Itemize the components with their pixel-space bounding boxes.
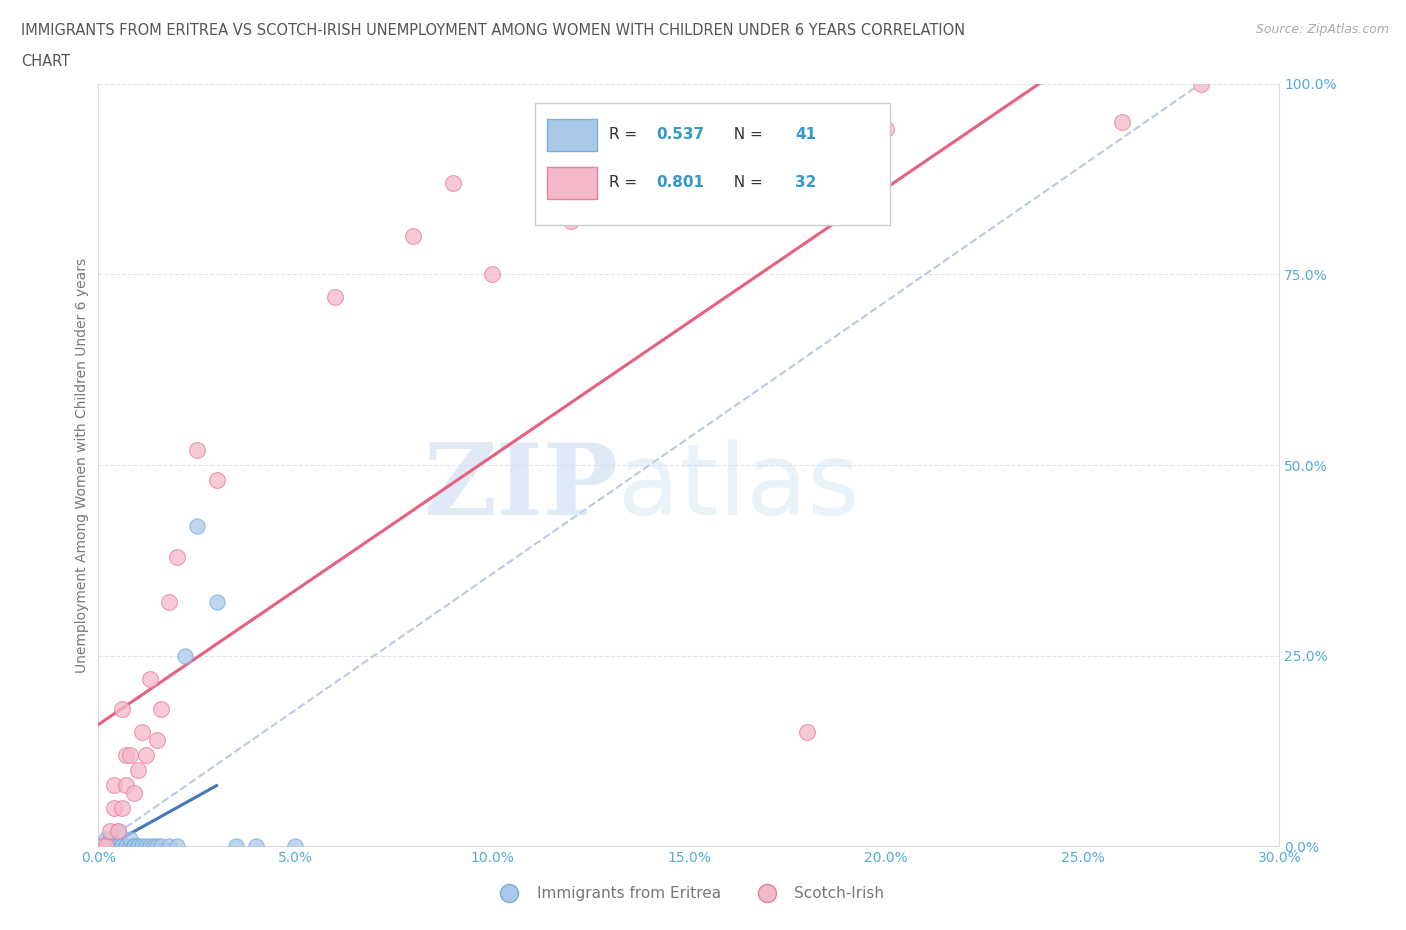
Point xyxy=(135,839,157,854)
Point xyxy=(166,839,188,854)
Point xyxy=(96,839,118,854)
Text: CHART: CHART xyxy=(21,54,70,69)
Point xyxy=(1189,76,1212,91)
Point xyxy=(481,267,503,282)
Point xyxy=(138,839,160,854)
Point xyxy=(146,839,169,854)
Point xyxy=(96,839,118,854)
Point xyxy=(111,801,134,816)
Text: Source: ZipAtlas.com: Source: ZipAtlas.com xyxy=(1256,23,1389,36)
Point xyxy=(111,701,134,716)
Point xyxy=(174,648,197,663)
Point xyxy=(560,214,582,229)
Point xyxy=(111,839,134,854)
Text: R =: R = xyxy=(609,127,641,142)
Text: N =: N = xyxy=(724,127,768,142)
Point xyxy=(96,831,118,846)
Point xyxy=(225,839,247,854)
Point xyxy=(284,839,307,854)
Point xyxy=(115,839,138,854)
Point xyxy=(98,839,121,854)
Point xyxy=(142,839,165,854)
Point xyxy=(103,839,125,854)
FancyBboxPatch shape xyxy=(547,166,596,199)
Point xyxy=(98,831,121,846)
Point xyxy=(146,732,169,747)
Point xyxy=(107,839,129,854)
Point xyxy=(115,748,138,763)
Point xyxy=(91,839,114,854)
Legend: Immigrants from Eritrea, Scotch-Irish: Immigrants from Eritrea, Scotch-Irish xyxy=(488,880,890,908)
Text: 0.801: 0.801 xyxy=(655,176,704,191)
Point xyxy=(118,831,141,846)
Point xyxy=(103,801,125,816)
Point xyxy=(127,839,149,854)
Point xyxy=(1111,114,1133,129)
Point xyxy=(103,839,125,854)
Point xyxy=(131,724,153,739)
Point xyxy=(96,839,118,854)
Point xyxy=(186,443,208,458)
Point xyxy=(91,839,114,854)
FancyBboxPatch shape xyxy=(547,119,596,151)
Point xyxy=(115,839,138,854)
Point xyxy=(98,839,121,854)
Point xyxy=(402,229,425,244)
Point xyxy=(245,839,267,854)
Point xyxy=(150,839,173,854)
Text: 0.537: 0.537 xyxy=(655,127,704,142)
Point xyxy=(441,176,464,191)
Y-axis label: Unemployment Among Women with Children Under 6 years: Unemployment Among Women with Children U… xyxy=(76,258,90,672)
Point xyxy=(875,122,897,137)
Point xyxy=(157,839,180,854)
Point xyxy=(150,701,173,716)
Point xyxy=(111,839,134,854)
Point xyxy=(205,595,228,610)
Text: atlas: atlas xyxy=(619,439,859,537)
Point xyxy=(205,472,228,487)
Point xyxy=(157,595,180,610)
Point xyxy=(98,839,121,854)
Point xyxy=(166,549,188,564)
Point xyxy=(135,748,157,763)
Point xyxy=(111,839,134,854)
Point xyxy=(103,777,125,792)
Point xyxy=(122,786,145,801)
FancyBboxPatch shape xyxy=(536,103,890,225)
Point xyxy=(91,839,114,854)
Text: 41: 41 xyxy=(796,127,817,142)
Point xyxy=(122,839,145,854)
Text: IMMIGRANTS FROM ERITREA VS SCOTCH-IRISH UNEMPLOYMENT AMONG WOMEN WITH CHILDREN U: IMMIGRANTS FROM ERITREA VS SCOTCH-IRISH … xyxy=(21,23,965,38)
Point xyxy=(107,824,129,839)
Point xyxy=(678,176,700,191)
Point xyxy=(98,824,121,839)
Point xyxy=(323,290,346,305)
Point xyxy=(138,671,160,686)
Text: 32: 32 xyxy=(796,176,817,191)
Point xyxy=(107,839,129,854)
Point xyxy=(107,824,129,839)
Point xyxy=(127,839,149,854)
Point xyxy=(796,724,818,739)
Point xyxy=(118,748,141,763)
Point xyxy=(103,839,125,854)
Text: ZIP: ZIP xyxy=(423,439,619,537)
Point xyxy=(127,763,149,777)
Text: R =: R = xyxy=(609,176,641,191)
Point xyxy=(118,839,141,854)
Point xyxy=(131,839,153,854)
Point xyxy=(122,839,145,854)
Text: N =: N = xyxy=(724,176,768,191)
Point xyxy=(96,839,118,854)
Point xyxy=(115,777,138,792)
Point xyxy=(186,519,208,534)
